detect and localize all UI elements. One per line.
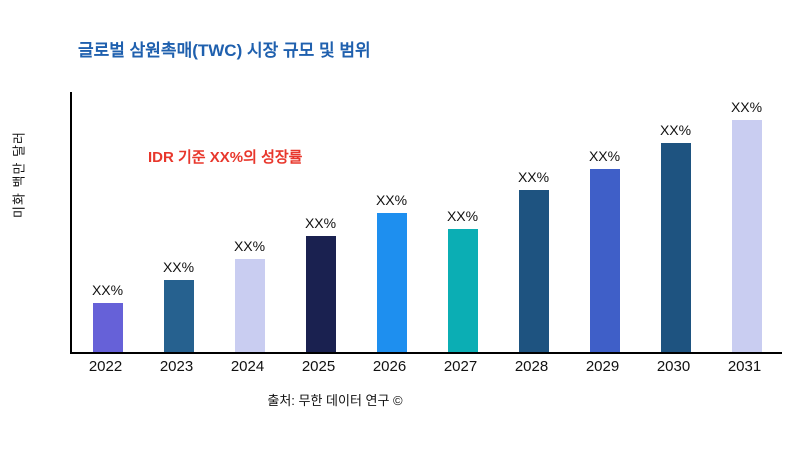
bar-column-2029: XX%	[570, 148, 640, 352]
bar-value-label: XX%	[162, 259, 195, 275]
bar-value-label: XX%	[517, 169, 550, 185]
x-tick-label-2022: 2022	[88, 358, 123, 375]
y-axis-label: 미화 백만 달러	[11, 131, 27, 218]
bar-2023	[163, 280, 194, 352]
x-tick-label-2028: 2028	[514, 358, 549, 375]
x-tick-label-2023: 2023	[159, 358, 194, 375]
bar-column-2030: XX%	[641, 122, 711, 352]
bar-column-2022: XX%	[73, 282, 143, 352]
x-tick-label-2027: 2027	[443, 358, 478, 375]
bar-2025	[305, 236, 336, 352]
x-tick-label-2026: 2026	[372, 358, 407, 375]
bar-2024	[234, 259, 265, 352]
x-tick-label-2030: 2030	[656, 358, 691, 375]
bar-column-2023: XX%	[144, 259, 214, 352]
x-axis-labels: 2022 2023 2024 2025 2026 2027 2028 2029 2030 2031	[70, 358, 780, 375]
bar-column-2031: XX%	[712, 99, 782, 352]
x-tick-label-2025: 2025	[301, 358, 336, 375]
bar-value-label: XX%	[91, 282, 124, 298]
x-tick-label-2024: 2024	[230, 358, 265, 375]
bar-column-2026: XX%	[357, 192, 427, 352]
bar-column-2027: XX%	[428, 208, 498, 352]
bar-2030	[660, 143, 691, 352]
bar-2028	[518, 190, 549, 352]
growth-annotation: IDR 기준 XX%의 성장률	[148, 149, 303, 166]
bar-value-label: XX%	[446, 208, 479, 224]
bar-value-label: XX%	[304, 215, 337, 231]
bar-value-label: XX%	[659, 122, 692, 138]
source-caption: 출처: 무한 데이터 연구 ©	[267, 393, 403, 408]
bar-column-2025: XX%	[286, 215, 356, 352]
bar-2022	[92, 303, 123, 352]
x-tick-label-2029: 2029	[585, 358, 620, 375]
x-tick-label-2031: 2031	[727, 358, 762, 375]
bar-column-2028: XX%	[499, 169, 569, 352]
bar-2031	[731, 120, 762, 352]
bar-2026	[376, 213, 407, 352]
plot-area: XX% XX% XX% XX% XX% XX% XX% XX% XX% XX%	[70, 92, 782, 354]
bar-value-label: XX%	[730, 99, 763, 115]
bar-value-label: XX%	[375, 192, 408, 208]
bar-2029	[589, 169, 620, 352]
chart-title: 글로벌 삼원촉매(TWC) 시장 규모 및 범위	[78, 41, 371, 60]
bar-2027	[447, 229, 478, 352]
bar-value-label: XX%	[588, 148, 621, 164]
bar-column-2024: XX%	[215, 238, 285, 352]
bar-value-label: XX%	[233, 238, 266, 254]
